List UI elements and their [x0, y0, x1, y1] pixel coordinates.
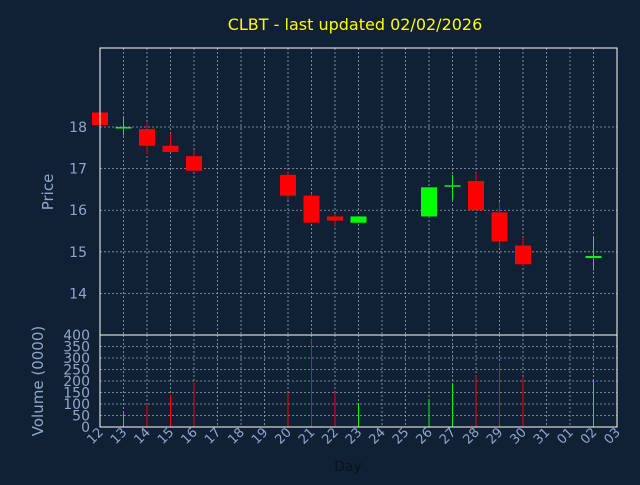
candle-body [280, 174, 296, 196]
candle-body [162, 145, 179, 152]
candle-body [139, 129, 155, 146]
candle-body [491, 212, 508, 242]
volume-bars [99, 338, 594, 427]
x-tick-labels: 12 13 14 15 16 17 18 19 20 21 22 23 24 25 26 27 28 29 30 31… [85, 425, 624, 447]
volume-tick-label: 400 [63, 328, 90, 344]
candle-body [421, 187, 437, 217]
candle-body [327, 216, 343, 221]
volume-tick-label: 350 [63, 340, 90, 356]
volume-tick-label: 100 [63, 397, 90, 413]
candle-body [515, 245, 531, 265]
volume-tick-label: 300 [63, 351, 90, 367]
price-axis-label: Price [39, 174, 57, 211]
price-tick-label: 16 [69, 203, 87, 219]
price-tick-label: 17 [69, 162, 87, 178]
candle-body [350, 216, 367, 223]
candle-body [186, 156, 202, 171]
panel-frames [99, 47, 618, 428]
candle-body [303, 195, 320, 223]
candle-body [585, 255, 602, 259]
volume-tick-label: 150 [63, 386, 90, 402]
price-tick-labels: 14 15 16 17 18 [69, 120, 87, 302]
volume-tick-label: 50 [72, 409, 90, 425]
volume-tick-label: 200 [63, 374, 90, 390]
chart-title: CLBT - last updated 02/02/2026 [228, 15, 483, 34]
volume-axis-label: Volume (0000) [29, 326, 47, 436]
candle-body [444, 185, 461, 187]
price-tick-label: 15 [69, 245, 87, 261]
price-tick-label: 14 [69, 286, 87, 302]
x-axis-label: Day [334, 459, 362, 475]
price-tick-label: 18 [69, 120, 87, 136]
candle-body [468, 181, 484, 211]
volume-tick-label: 0 [81, 420, 90, 436]
volume-panel-frame [99, 334, 618, 428]
volume-tick-label: 250 [63, 363, 90, 379]
candle-body [115, 127, 132, 129]
